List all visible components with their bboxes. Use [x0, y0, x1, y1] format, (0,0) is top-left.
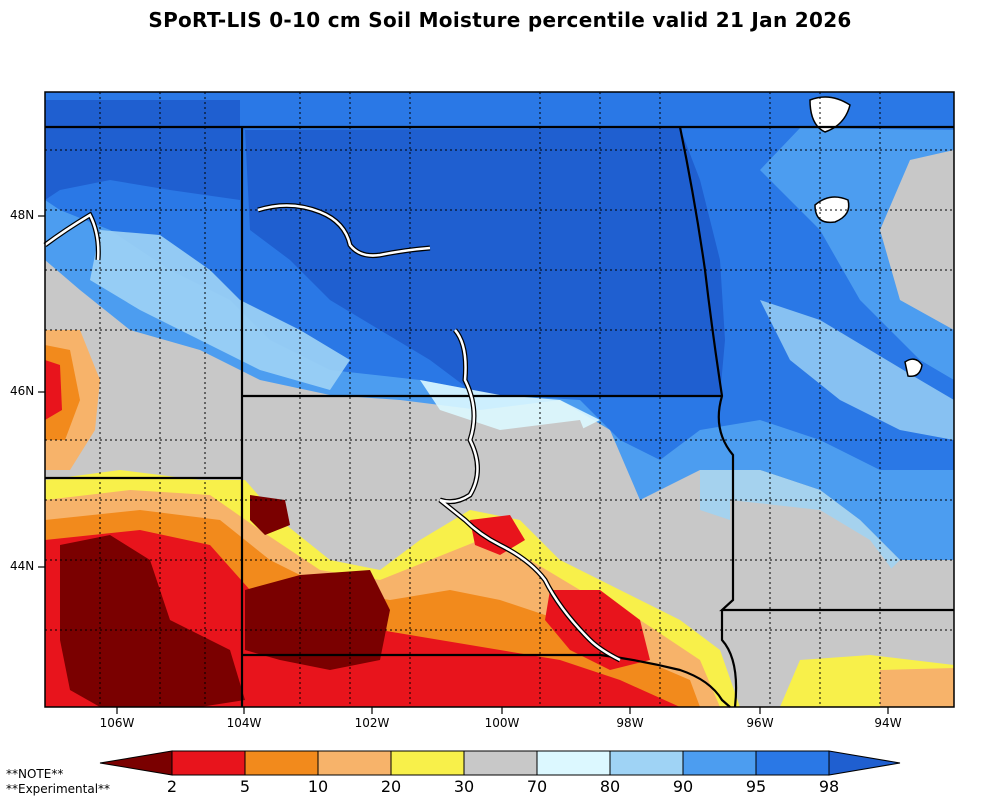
colorbar-swatch-2-5	[171, 750, 246, 776]
wet-region-dark-blue-west	[45, 100, 240, 200]
wet-region-dark-blue	[245, 128, 725, 396]
colorbar-label: 90	[672, 777, 694, 796]
colorbar-swatch-5-10	[244, 750, 319, 776]
lon-label-106w: 106W	[99, 716, 135, 730]
lon-label-102w: 102W	[354, 716, 390, 730]
colorbar-label: 5	[239, 777, 251, 796]
dry-region-red-east	[545, 590, 650, 670]
dry-region-north-west-red	[45, 360, 62, 420]
colorbar-swatch-95-98	[755, 750, 830, 776]
dry-spot-red	[470, 515, 525, 555]
dry-region-dark-red-center	[245, 570, 390, 670]
colorbar-label: 2	[166, 777, 178, 796]
chart-title: SPoRT-LIS 0-10 cm Soil Moisture percenti…	[148, 8, 852, 32]
colorbar-swatch-10-20	[317, 750, 392, 776]
experimental-label: **Experimental**	[6, 782, 111, 796]
lon-label-104w: 104W	[226, 716, 262, 730]
lon-label-94w: 94W	[874, 716, 902, 730]
map-frame	[44, 91, 955, 708]
colorbar-label: 98	[818, 777, 840, 796]
near-normal-center	[480, 420, 620, 560]
lake-white-small	[904, 358, 923, 378]
colorbar-swatch-30-70	[463, 750, 538, 776]
lat-label-46n: 46N	[10, 384, 35, 398]
dry-region-south-east-orange	[880, 668, 954, 707]
lon-label-100w: 100W	[484, 716, 520, 730]
colorbar-swatch-below-2	[99, 750, 173, 776]
rivers	[43, 202, 622, 663]
dry-region-dark-red-west	[60, 535, 245, 707]
lat-label-48n: 48N	[10, 208, 35, 222]
note-label: **NOTE**	[6, 767, 64, 781]
lon-label-98w: 98W	[616, 716, 644, 730]
colorbar-label: 95	[745, 777, 767, 796]
colorbar-label: 70	[526, 777, 548, 796]
colorbar-swatch-80-90	[609, 750, 684, 776]
axis-ticks	[38, 215, 889, 714]
colorbar-swatch-70-80	[536, 750, 611, 776]
transition-band-east	[760, 300, 954, 440]
near-normal-south-east	[730, 500, 900, 610]
lon-label-96w: 96W	[746, 716, 774, 730]
colorbar-label: 80	[599, 777, 621, 796]
state-boundaries	[45, 125, 954, 708]
dry-spot-dark-red	[250, 495, 290, 535]
colorbar-swatch-above-98	[828, 750, 901, 776]
colorbar-label: 30	[453, 777, 475, 796]
lat-label-44n: 44N	[10, 559, 35, 573]
colorbar-swatch-20-30	[390, 750, 465, 776]
map-field	[45, 92, 954, 707]
colorbar-label: 10	[307, 777, 329, 796]
near-normal-south-west	[245, 400, 420, 490]
colorbar	[99, 750, 901, 776]
colorbar-label: 20	[380, 777, 402, 796]
colorbar-swatch-90-95	[682, 750, 757, 776]
